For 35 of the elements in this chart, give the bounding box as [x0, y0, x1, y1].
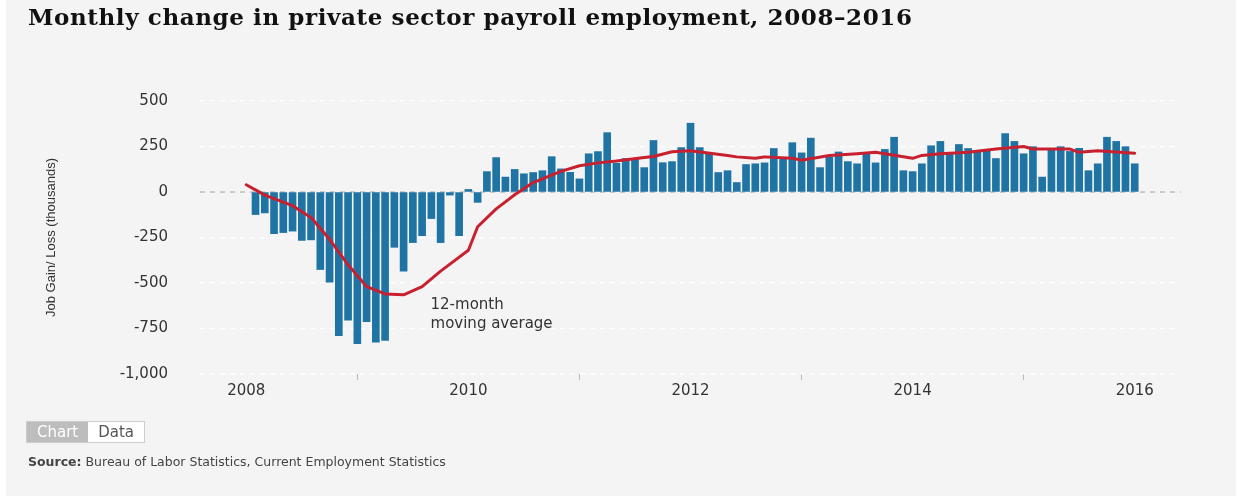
y-tick-label: -500 [133, 272, 168, 291]
source-note: Source: Bureau of Labor Statistics, Current Employment Statistics [28, 454, 446, 469]
bar [251, 192, 260, 215]
bar [510, 169, 519, 192]
bar [575, 178, 584, 192]
y-tick-label: 250 [139, 136, 168, 155]
y-tick-label: 0 [158, 181, 168, 200]
chart-title: Monthly change in private sector payroll employment, 2008–2016 [28, 3, 914, 30]
bar [1084, 170, 1093, 192]
y-tick-label: -750 [133, 318, 168, 337]
y-tick-label: -250 [133, 227, 168, 246]
x-tick-label: 2014 [893, 380, 932, 399]
bar [399, 192, 408, 272]
bar [760, 162, 769, 192]
bar [390, 192, 399, 248]
bar [1130, 163, 1139, 192]
y-tick-label: 500 [139, 90, 168, 109]
bar [501, 176, 510, 192]
x-tick-label: 2016 [1115, 380, 1154, 399]
bar [464, 189, 473, 192]
chart-data-toggle: Chart Data [26, 421, 146, 443]
bar [723, 170, 732, 192]
bar [427, 192, 436, 219]
x-tick-label: 2012 [671, 380, 710, 399]
x-tick-label: 2010 [449, 380, 488, 399]
annotation: 12-month moving average [430, 294, 553, 332]
y-tick-label: -1,000 [119, 363, 168, 382]
bar [473, 192, 482, 203]
bar [899, 170, 908, 192]
bar [436, 192, 445, 243]
bar [871, 162, 880, 192]
bar [908, 171, 917, 192]
y-axis-title: Job Gain/ Loss (thousands) [43, 158, 59, 317]
bar [612, 162, 621, 192]
x-tick-label: 2008 [227, 380, 266, 399]
